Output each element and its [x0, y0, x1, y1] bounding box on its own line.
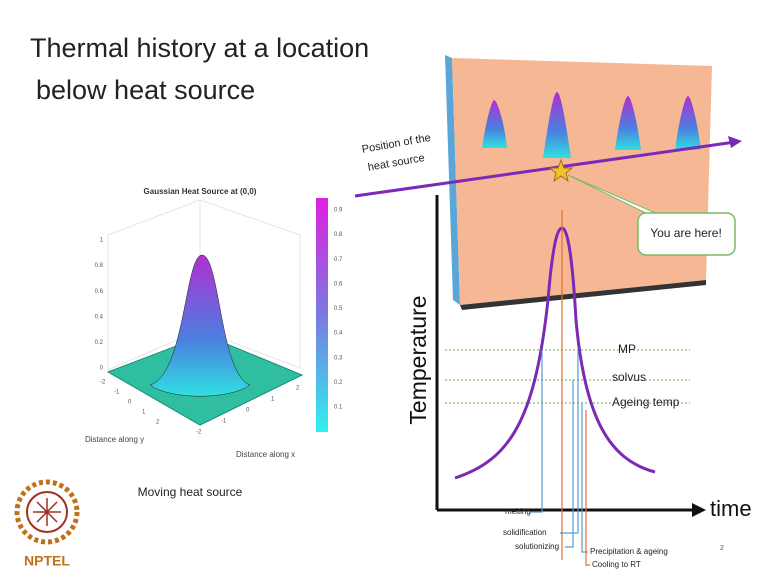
colorbar-tick: 0.1: [334, 405, 343, 411]
colorbar: [316, 198, 328, 432]
stage-label: solutionizing: [515, 542, 559, 551]
z-tick: 0.4: [95, 314, 104, 320]
colorbar-tick: 0.2: [334, 380, 343, 386]
heat-cones: [482, 92, 701, 158]
colorbar-tick: 0.5: [334, 306, 343, 312]
logo-text: NPTEL: [24, 553, 70, 569]
stage-label: Precipitation & ageing: [590, 547, 668, 556]
stage-label: melting: [505, 507, 531, 516]
x-tick: 0: [246, 408, 250, 414]
board-shadow: [460, 280, 706, 310]
gaussian-peak: [149, 254, 251, 397]
y-tick: 0: [128, 400, 132, 406]
colorbar-tick: 0.8: [334, 232, 343, 238]
logo: NPTEL: [14, 479, 80, 569]
title-line: below heat source: [36, 75, 255, 105]
callout-text: You are here!: [650, 226, 722, 240]
label: heat source: [367, 152, 426, 174]
stage-lines: [530, 210, 590, 566]
caption: Moving heat source: [138, 485, 243, 499]
axis-label: Distance along y: [85, 435, 144, 444]
path-line: [354, 140, 736, 198]
x-tick: -1: [221, 419, 227, 425]
colorbar-tick: 0.4: [334, 331, 343, 337]
axis-title: time: [710, 496, 752, 521]
x-tick: 1: [271, 397, 275, 403]
axes: [435, 195, 695, 512]
colorbar-tick: 0.3: [334, 355, 343, 361]
z-tick: 0.8: [95, 263, 104, 269]
board-edge: [445, 55, 460, 305]
level-lines: [445, 349, 690, 404]
level-label: solvus: [612, 370, 646, 384]
x-tick: 2: [296, 386, 300, 392]
colorbar-tick: 0.6: [334, 281, 343, 287]
level-label: Ageing temp: [612, 395, 680, 409]
y-tick: 1: [142, 410, 146, 416]
axis-title: Temperature: [405, 295, 431, 424]
stage-label: solidification: [503, 528, 547, 537]
y-tick: -1: [114, 390, 120, 396]
star: [548, 158, 574, 183]
arrowhead: [692, 503, 706, 517]
y-tick: 2: [156, 420, 160, 426]
stage-label: Cooling to RT: [592, 560, 641, 569]
axis-label: Distance along x: [236, 450, 295, 459]
z-tick: 1: [100, 238, 104, 244]
level-label: MP: [618, 342, 636, 356]
z-tick: 0.6: [95, 289, 104, 295]
page-number: 2: [720, 545, 724, 552]
callout-box: [637, 212, 736, 256]
colorbar-tick: 0.7: [334, 257, 343, 263]
title-line: Thermal history at a location: [30, 33, 369, 63]
x-tick: -2: [196, 430, 202, 436]
arrowhead: [728, 136, 742, 148]
plot-title: Gaussian Heat Source at (0,0): [144, 187, 257, 196]
z-tick: 0.2: [95, 340, 104, 346]
z-tick: 0: [100, 366, 104, 372]
colorbar-tick: 0.9: [334, 208, 343, 214]
y-tick: -2: [100, 380, 106, 386]
